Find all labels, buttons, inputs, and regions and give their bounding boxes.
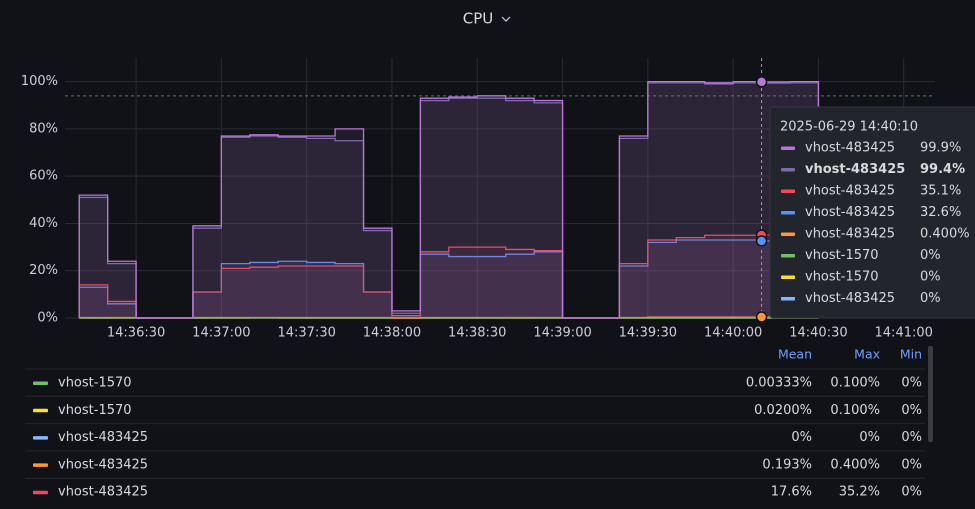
legend-name[interactable]: vhost-483425: [58, 457, 148, 472]
x-tick-label: 14:36:30: [107, 326, 165, 341]
tooltip-series: vhost-483425: [805, 227, 895, 242]
y-tick-label: 60%: [29, 169, 58, 184]
tooltip-swatch: [781, 297, 795, 301]
y-tick-label: 100%: [21, 74, 58, 89]
y-tick-label: 20%: [29, 263, 58, 278]
legend-column-header[interactable]: Min: [900, 347, 922, 362]
tooltip-value: 0.400%: [920, 227, 970, 242]
x-tick-label: 14:38:00: [363, 326, 421, 341]
legend-cell: 0.100%: [830, 376, 880, 391]
tooltip-box: [769, 106, 975, 319]
plot: 0% 20% 40% 60% 80% 100% 14:36:30 14:37:00 14:37:…: [21, 58, 935, 341]
series-area: [79, 240, 819, 318]
legend-swatch[interactable]: [33, 381, 48, 386]
legend-cell: 0.0200%: [754, 403, 812, 418]
tooltip-value: 32.6%: [920, 205, 961, 220]
tooltip-series: vhost-483425: [805, 141, 895, 156]
x-tick-label: 14:41:00: [875, 326, 933, 341]
tooltip-swatch: [781, 254, 795, 258]
hover-point: [755, 76, 768, 88]
tooltip-time: 2025-06-29 14:40:10: [780, 120, 918, 135]
legend-cell: 0%: [901, 403, 922, 418]
legend-cell: 0.00333%: [746, 376, 812, 391]
tooltip: 2025-06-29 14:40:10 vhost-483425 99.9% vhos…: [769, 106, 975, 319]
legend-cell: 17.6%: [771, 485, 812, 500]
tooltip-value: 99.4%: [920, 162, 965, 177]
legend-name[interactable]: vhost-483425: [58, 430, 148, 445]
legend-cell: 0%: [859, 430, 880, 445]
tooltip-value: 99.9%: [920, 141, 961, 156]
legend-name[interactable]: vhost-1570: [58, 376, 132, 391]
legend-swatch[interactable]: [33, 436, 48, 440]
y-tick-label: 0%: [37, 311, 58, 326]
y-tick-label: 40%: [29, 216, 58, 231]
tooltip-series: vhost-483425: [805, 184, 895, 199]
y-tick-label: 80%: [29, 121, 58, 136]
tooltip-series: vhost-483425: [805, 291, 895, 306]
legend-swatch[interactable]: [33, 408, 48, 413]
tooltip-series: vhost-1570: [805, 270, 879, 285]
legend-table: Mean Max Min vhost-1570 0.00333% 0.100% 0% vhos…: [25, 346, 933, 500]
legend-cell: 0%: [901, 485, 922, 500]
x-tick-label: 14:40:30: [789, 326, 847, 341]
legend-column-header[interactable]: Mean: [778, 347, 812, 362]
legend-cell: 0.400%: [830, 457, 880, 472]
tooltip-value: 0%: [920, 248, 941, 263]
legend-cell: 0.193%: [762, 457, 812, 472]
x-tick-label: 14:38:30: [448, 326, 506, 341]
hover-point: [755, 235, 768, 247]
tooltip-swatch: [781, 146, 795, 150]
tooltip-swatch: [781, 189, 795, 193]
x-tick-label: 14:39:00: [533, 326, 591, 341]
tooltip-swatch: [781, 168, 795, 172]
title-chevron[interactable]: [501, 16, 511, 22]
x-tick-label: 14:37:00: [192, 326, 250, 341]
tooltip-series: vhost-483425: [805, 162, 905, 177]
tooltip-series: vhost-483425: [805, 205, 895, 220]
legend-cell: 0%: [901, 430, 922, 445]
tooltip-value: 0%: [920, 291, 941, 306]
series-area: [79, 235, 819, 318]
scrollbar[interactable]: [928, 346, 933, 442]
legend-cell: 0%: [901, 376, 922, 391]
legend-name[interactable]: vhost-1570: [58, 403, 132, 418]
legend-column-header[interactable]: Max: [854, 347, 880, 362]
hover-point: [755, 311, 768, 323]
series-area: [79, 82, 819, 319]
x-tick-label: 14:40:00: [704, 326, 762, 341]
series-line: [78, 80, 820, 319]
x-tick-label: 14:37:30: [277, 326, 335, 341]
tooltip-swatch: [781, 275, 795, 279]
legend-swatch[interactable]: [33, 463, 48, 467]
tooltip-swatch: [781, 232, 795, 236]
legend-swatch[interactable]: [33, 490, 48, 495]
tooltip-swatch: [781, 211, 795, 215]
panel-title[interactable]: CPU: [463, 10, 494, 28]
tooltip-series: vhost-1570: [805, 248, 879, 263]
tooltip-value: 0%: [920, 270, 941, 285]
x-tick-label: 14:39:30: [619, 326, 677, 341]
tooltip-value: 35.1%: [920, 184, 961, 199]
legend-cell: 0%: [901, 457, 922, 472]
legend-cell: 35.2%: [839, 485, 880, 500]
series-area: [79, 81, 819, 319]
legend-cell: 0%: [791, 430, 812, 445]
series-line: [78, 82, 820, 319]
legend-cell: 0.100%: [830, 403, 880, 418]
legend-name[interactable]: vhost-483425: [58, 485, 148, 500]
